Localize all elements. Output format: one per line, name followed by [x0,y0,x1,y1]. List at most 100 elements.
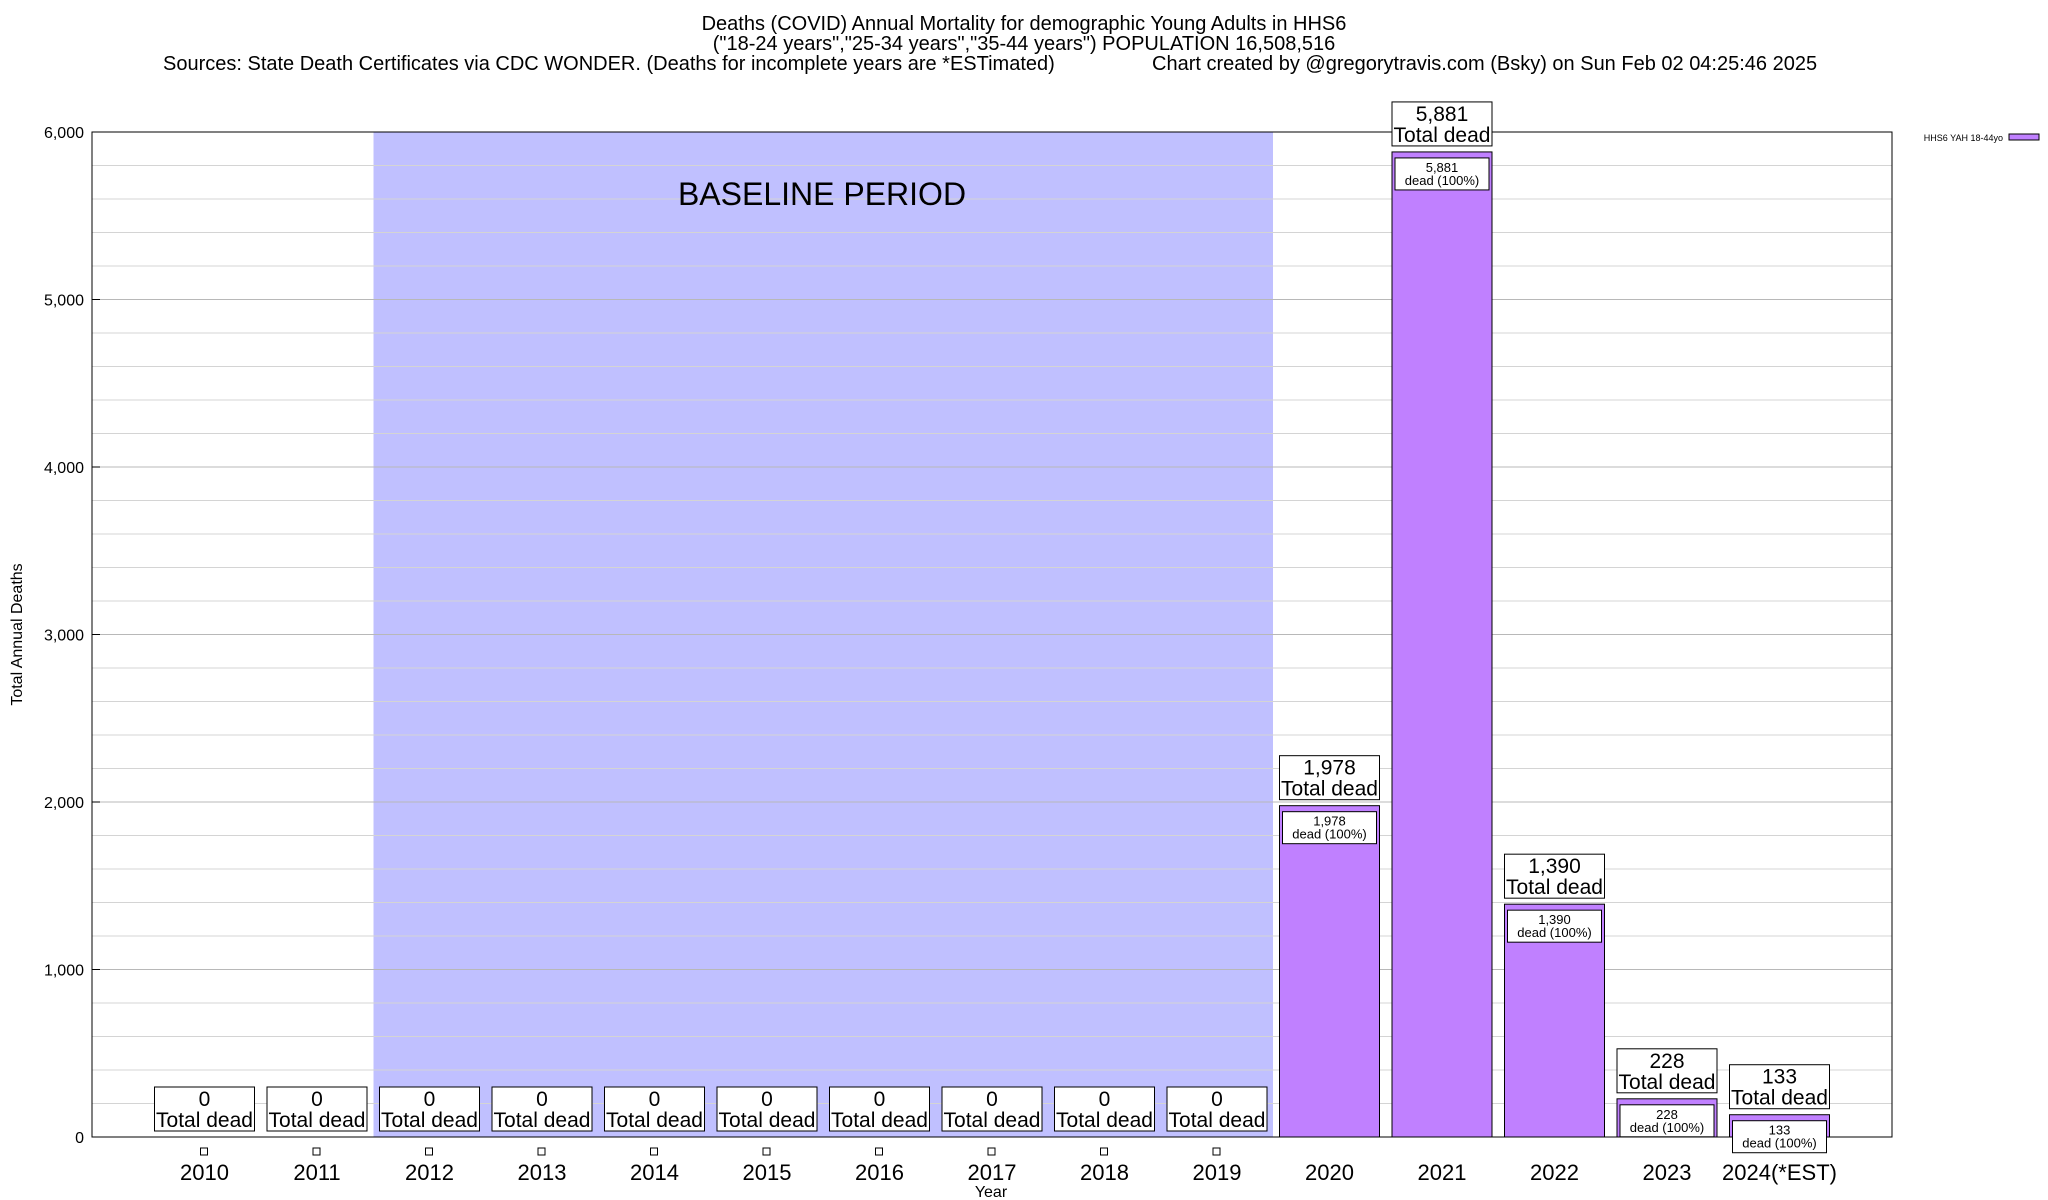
y-tick-label: 2,000 [44,795,84,812]
total-value-label: 1,978 [1303,757,1356,780]
zero-bar-marker-2018 [1100,1147,1108,1156]
chart-title: Deaths (COVID) Annual Mortality for demo… [701,13,1347,35]
zero-bar-marker-2015 [762,1147,771,1156]
zero-bar-marker-2014 [650,1147,658,1156]
bar-inner-value-label: 228 [1656,1107,1678,1122]
total-value-label: 0 [311,1088,323,1111]
y-tick-label: 4,000 [44,460,84,477]
total-label-box [379,1086,480,1132]
legend-series-label: HHS6 YAH 18-44yo [1924,133,2003,143]
x-tick-label: 2023 [1643,1160,1692,1185]
x-tick-label: 2017 [968,1160,1017,1185]
total-value-label: 0 [874,1088,886,1111]
total-label-box [1504,853,1605,899]
total-value-label: 228 [1649,1050,1684,1073]
x-tick-label: 2015 [743,1160,792,1185]
total-dead-label: Total dead [381,1109,478,1132]
total-dead-label: Total dead [156,1109,253,1132]
total-label-box [491,1086,593,1132]
bar-inner-label-box [1619,1104,1715,1138]
total-label-box [1279,755,1380,801]
total-label-box [829,1086,930,1132]
total-dead-label: Total dead [1619,1071,1716,1094]
total-value-label: 1,390 [1528,855,1581,878]
x-tick-label: 2018 [1080,1160,1129,1185]
x-tick-label: 2014 [630,1160,679,1185]
bar-2022 [1504,903,1605,1138]
y-tick-label: 0 [75,1130,84,1147]
total-value-label: 133 [1762,1066,1797,1089]
total-value-label: 0 [424,1088,436,1111]
total-label-box [941,1086,1043,1132]
legend-swatch [2008,133,2040,141]
zero-bar-marker-2017 [987,1147,996,1156]
total-value-label: 0 [649,1088,661,1111]
total-value-label: 0 [761,1088,773,1111]
total-label-box [154,1086,255,1132]
total-dead-label: Total dead [269,1109,366,1132]
bar-inner-percent-label: dead (100%) [1630,1120,1704,1135]
x-tick-label: 2011 [293,1160,340,1185]
x-tick-label: 2019 [1193,1160,1242,1185]
x-tick-label: 2022 [1530,1160,1579,1185]
x-tick-label: 2010 [180,1160,229,1185]
bar-2021 [1391,151,1493,1138]
total-label-box [716,1086,818,1132]
total-dead-label: Total dead [494,1109,591,1132]
y-tick-label: 1,000 [44,963,84,980]
x-axis-label: Year [975,1184,1008,1200]
bar-2020 [1279,805,1380,1138]
total-label-box [1729,1064,1830,1110]
bar-inner-label-box [1507,909,1602,943]
baseline-period-annotation: BASELINE PERIOD [678,176,966,212]
x-tick-label: 2021 [1418,1160,1467,1185]
total-label-box [1391,101,1493,147]
x-tick-label: 2013 [518,1160,567,1185]
chart-credit: Chart created by @gregorytravis.com (Bsk… [1152,53,1818,75]
x-tick-label: 2016 [855,1160,904,1185]
bar-inner-percent-label: dead (100%) [1405,173,1479,188]
total-dead-label: Total dead [606,1109,703,1132]
total-dead-label: Total dead [944,1109,1041,1132]
bar-inner-value-label: 1,390 [1538,912,1571,927]
y-axis-label: Total Annual Deaths [9,563,26,705]
bar-inner-value-label: 133 [1769,1123,1791,1138]
total-label-box [604,1086,705,1132]
bar-inner-value-label: 1,978 [1313,814,1346,829]
y-tick-label: 3,000 [44,628,84,645]
total-label-box [1054,1086,1155,1132]
total-value-label: 0 [1099,1088,1111,1111]
bar-inner-label-box [1394,157,1490,191]
total-label-box [1616,1048,1718,1094]
zero-bar-marker-2019 [1212,1147,1221,1156]
total-value-label: 0 [536,1088,548,1111]
total-dead-label: Total dead [1506,876,1603,899]
total-dead-label: Total dead [1731,1087,1828,1110]
y-tick-label: 5,000 [44,293,84,310]
bar-inner-percent-label: dead (100%) [1742,1136,1816,1151]
zero-bar-marker-2012 [425,1147,433,1156]
total-label-box [1166,1086,1268,1132]
bar-inner-label-box [1732,1120,1827,1154]
total-value-label: 0 [199,1088,211,1111]
total-label-box [266,1086,368,1132]
zero-bar-marker-2010 [200,1147,208,1156]
total-dead-label: Total dead [831,1109,928,1132]
x-tick-label: 2024(*EST) [1722,1160,1837,1185]
zero-bar-marker-2013 [537,1147,546,1156]
total-value-label: 5,881 [1416,103,1469,126]
bar-inner-value-label: 5,881 [1426,160,1459,175]
total-dead-label: Total dead [1394,124,1491,147]
total-dead-label: Total dead [1169,1109,1266,1132]
zero-bar-marker-2016 [875,1147,883,1156]
bar-inner-label-box [1282,811,1377,845]
total-value-label: 0 [986,1088,998,1111]
x-tick-label: 2020 [1305,1160,1354,1185]
zero-bar-marker-2011 [312,1147,321,1156]
total-dead-label: Total dead [719,1109,816,1132]
x-tick-label: 2012 [405,1160,454,1185]
y-tick-label: 6,000 [44,125,84,142]
total-dead-label: Total dead [1281,778,1378,801]
chart-subtitle: ("18-24 years","25-34 years","35-44 year… [712,33,1336,55]
